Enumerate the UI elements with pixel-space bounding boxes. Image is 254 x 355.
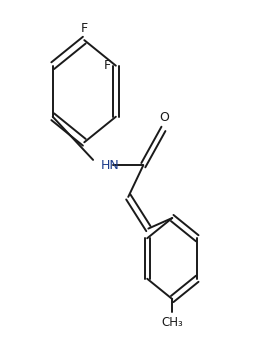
Text: HN: HN bbox=[101, 159, 119, 172]
Text: O: O bbox=[160, 111, 170, 124]
Text: CH₃: CH₃ bbox=[161, 316, 183, 329]
Text: F: F bbox=[104, 59, 111, 72]
Text: F: F bbox=[81, 22, 88, 35]
